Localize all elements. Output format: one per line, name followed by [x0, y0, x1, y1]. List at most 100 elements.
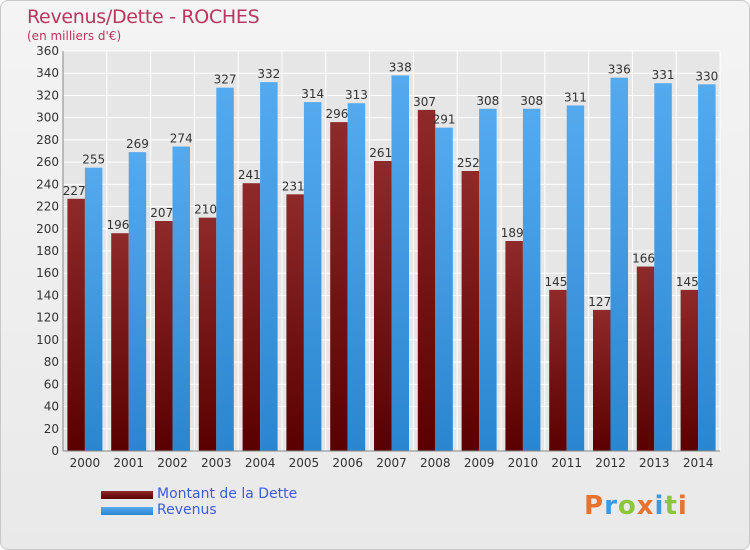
- bar-revenus-value-label: 327: [214, 73, 237, 87]
- bar-revenus-value-label: 331: [652, 68, 675, 82]
- chart-title: Revenus/Dette - ROCHES: [27, 6, 260, 28]
- bar-dette-value-label: 307: [413, 95, 436, 109]
- bar-dette: [549, 289, 567, 451]
- y-tick-label: 140: [36, 288, 59, 302]
- x-tick-label: 2012: [595, 456, 626, 470]
- logo-letter: x: [636, 491, 655, 521]
- y-tick-label: 320: [36, 88, 59, 102]
- legend-swatch-revenus: [101, 507, 153, 515]
- bar-revenus: [522, 108, 541, 452]
- chart-subtitle: (en milliers d'€): [27, 29, 122, 43]
- y-tick-label: 60: [44, 377, 59, 391]
- y-tick-label: 20: [44, 422, 59, 436]
- bar-revenus-value-label: 274: [170, 132, 193, 146]
- x-tick-label: 2000: [70, 456, 101, 470]
- y-tick-label: 120: [36, 311, 59, 325]
- logo-letter: t: [664, 491, 678, 521]
- y-tick-label: 240: [36, 177, 59, 191]
- bar-dette-value-label: 261: [369, 146, 392, 160]
- y-tick-label: 340: [36, 66, 59, 80]
- bar-dette-value-label: 145: [544, 275, 567, 289]
- bar-dette-value-label: 196: [106, 218, 129, 232]
- y-tick-label: 300: [36, 111, 59, 125]
- y-tick-label: 200: [36, 222, 59, 236]
- bar-revenus-value-label: 336: [608, 63, 631, 77]
- bar-revenus: [128, 152, 147, 451]
- bar-dette: [505, 241, 523, 451]
- y-tick-label: 260: [36, 155, 59, 169]
- bar-dette: [242, 183, 261, 451]
- bar-dette: [593, 309, 611, 451]
- bar-revenus-value-label: 338: [389, 60, 412, 74]
- bar-dette-value-label: 207: [150, 206, 173, 220]
- bar-dette: [461, 171, 480, 451]
- bar-revenus: [566, 105, 585, 451]
- bar-dette: [636, 266, 655, 451]
- x-tick-label: 2003: [201, 456, 232, 470]
- legend-label-dette: Montant de la Dette: [157, 486, 298, 502]
- bar-dette: [198, 217, 217, 451]
- x-tick-label: 2008: [420, 456, 451, 470]
- x-tick-label: 2005: [289, 456, 320, 470]
- bar-revenus: [391, 75, 409, 451]
- bar-revenus-value-label: 269: [126, 137, 149, 151]
- y-tick-label: 100: [36, 333, 59, 347]
- bar-dette: [111, 233, 129, 451]
- legend-label-revenus: Revenus: [157, 502, 217, 518]
- bar-dette-value-label: 145: [676, 275, 699, 289]
- y-tick-label: 0: [51, 444, 59, 458]
- bar-dette: [680, 289, 699, 451]
- y-tick-label: 180: [36, 244, 59, 258]
- x-tick-label: 2014: [683, 456, 714, 470]
- x-tick-label: 2010: [508, 456, 539, 470]
- logo-letter: P: [584, 491, 605, 521]
- bar-revenus: [172, 146, 190, 452]
- logo-letter: i: [654, 491, 665, 521]
- bar-revenus: [303, 102, 322, 451]
- bar-revenus-value-label: 308: [476, 94, 499, 108]
- bar-revenus-value-label: 308: [520, 94, 543, 108]
- y-tick-label: 40: [44, 400, 59, 414]
- logo-letter: i: [677, 491, 688, 521]
- bar-dette-value-label: 227: [63, 184, 86, 198]
- x-tick-label: 2004: [245, 456, 276, 470]
- bar-revenus: [216, 87, 234, 452]
- x-tick-label: 2001: [113, 456, 144, 470]
- y-tick-label: 160: [36, 266, 59, 280]
- bar-revenus-value-label: 330: [695, 69, 718, 83]
- bar-revenus-value-label: 311: [564, 90, 587, 104]
- bar-revenus: [84, 167, 103, 451]
- legend-swatch-dette: [101, 491, 153, 499]
- bar-dette: [417, 109, 436, 451]
- bar-revenus: [347, 103, 366, 451]
- bar-revenus-value-label: 332: [257, 67, 280, 81]
- bar-dette-value-label: 189: [501, 226, 524, 240]
- x-tick-label: 2013: [639, 456, 670, 470]
- bar-dette: [155, 221, 173, 451]
- y-tick-label: 80: [44, 355, 59, 369]
- logo-letter: o: [617, 491, 637, 521]
- bar-dette-value-label: 210: [194, 203, 217, 217]
- bar-revenus: [698, 84, 716, 451]
- bar-dette-value-label: 296: [325, 107, 348, 121]
- x-tick-label: 2006: [332, 456, 363, 470]
- bar-dette: [330, 122, 348, 451]
- bar-dette-value-label: 241: [238, 168, 261, 182]
- bar-revenus: [610, 77, 628, 452]
- bar-revenus: [479, 108, 497, 452]
- bar-dette-value-label: 231: [282, 179, 305, 193]
- y-tick-label: 280: [36, 133, 59, 147]
- bar-revenus-value-label: 314: [301, 87, 324, 101]
- bar-revenus: [435, 127, 453, 452]
- logo-letter: r: [604, 491, 618, 521]
- bar-revenus-value-label: 291: [433, 113, 456, 127]
- x-tick-label: 2011: [551, 456, 582, 470]
- y-tick-label: 360: [36, 44, 59, 58]
- x-tick-label: 2007: [376, 456, 407, 470]
- bar-revenus-value-label: 255: [82, 153, 105, 167]
- bar-revenus-value-label: 313: [345, 88, 368, 102]
- proxiti-logo: Proxiti: [584, 491, 688, 521]
- bar-dette: [67, 198, 85, 451]
